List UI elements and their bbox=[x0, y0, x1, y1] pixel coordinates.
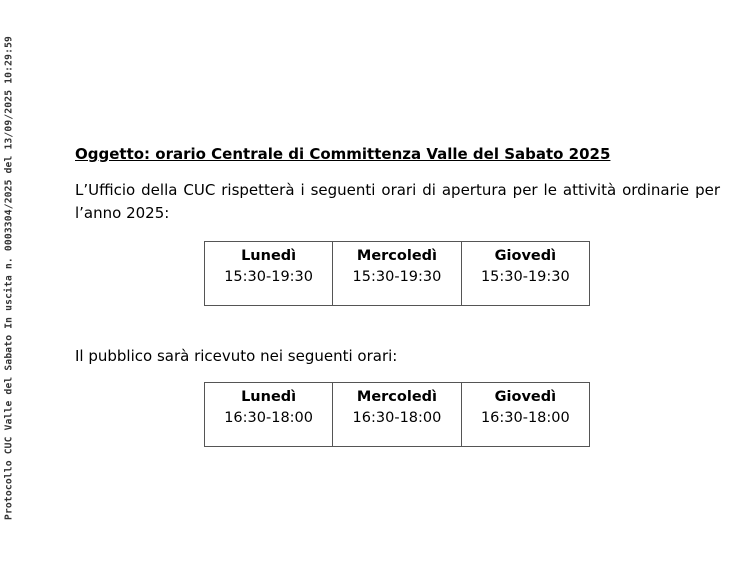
opening-hours-table: Lunedì 15:30-19:30 Mercoledì 15:30-19:30 G… bbox=[203, 241, 591, 306]
time-range: 15:30-19:30 bbox=[224, 269, 314, 285]
time-range: 16:30-18:00 bbox=[352, 410, 442, 426]
time-range: 16:30-18:00 bbox=[480, 410, 570, 426]
day-label: Mercoledì bbox=[356, 389, 438, 405]
time-range: 16:30-18:00 bbox=[224, 410, 314, 426]
table-cell: Giovedì 16:30-18:00 bbox=[460, 382, 591, 447]
table-cell: Mercoledì 15:30-19:30 bbox=[332, 241, 462, 306]
table-cell: Mercoledì 16:30-18:00 bbox=[332, 382, 462, 447]
public-hours-table: Lunedì 16:30-18:00 Mercoledì 16:30-18:00 G… bbox=[203, 382, 591, 447]
time-range: 15:30-19:30 bbox=[480, 269, 570, 285]
time-range: 15:30-19:30 bbox=[352, 269, 442, 285]
public-intro-paragraph: Il pubblico sarà ricevuto nei seguenti o… bbox=[75, 347, 398, 365]
day-label: Lunedì bbox=[241, 248, 297, 264]
intro-paragraph: L’Ufficio della CUC rispetterà i seguent… bbox=[75, 181, 720, 222]
subject-heading: Oggetto: orario Centrale di Committenza … bbox=[75, 145, 611, 163]
day-label: Giovedì bbox=[494, 389, 557, 405]
protocol-stamp: Protocollo CUC Valle del Sabato In uscit… bbox=[2, 18, 16, 538]
day-label: Giovedì bbox=[494, 248, 557, 264]
day-label: Lunedì bbox=[241, 389, 297, 405]
table-cell: Lunedì 15:30-19:30 bbox=[203, 241, 334, 306]
table-cell: Lunedì 16:30-18:00 bbox=[203, 382, 334, 447]
protocol-stamp-text: Protocollo CUC Valle del Sabato In uscit… bbox=[3, 35, 15, 521]
day-label: Mercoledì bbox=[356, 248, 438, 264]
table-cell: Giovedì 15:30-19:30 bbox=[460, 241, 591, 306]
